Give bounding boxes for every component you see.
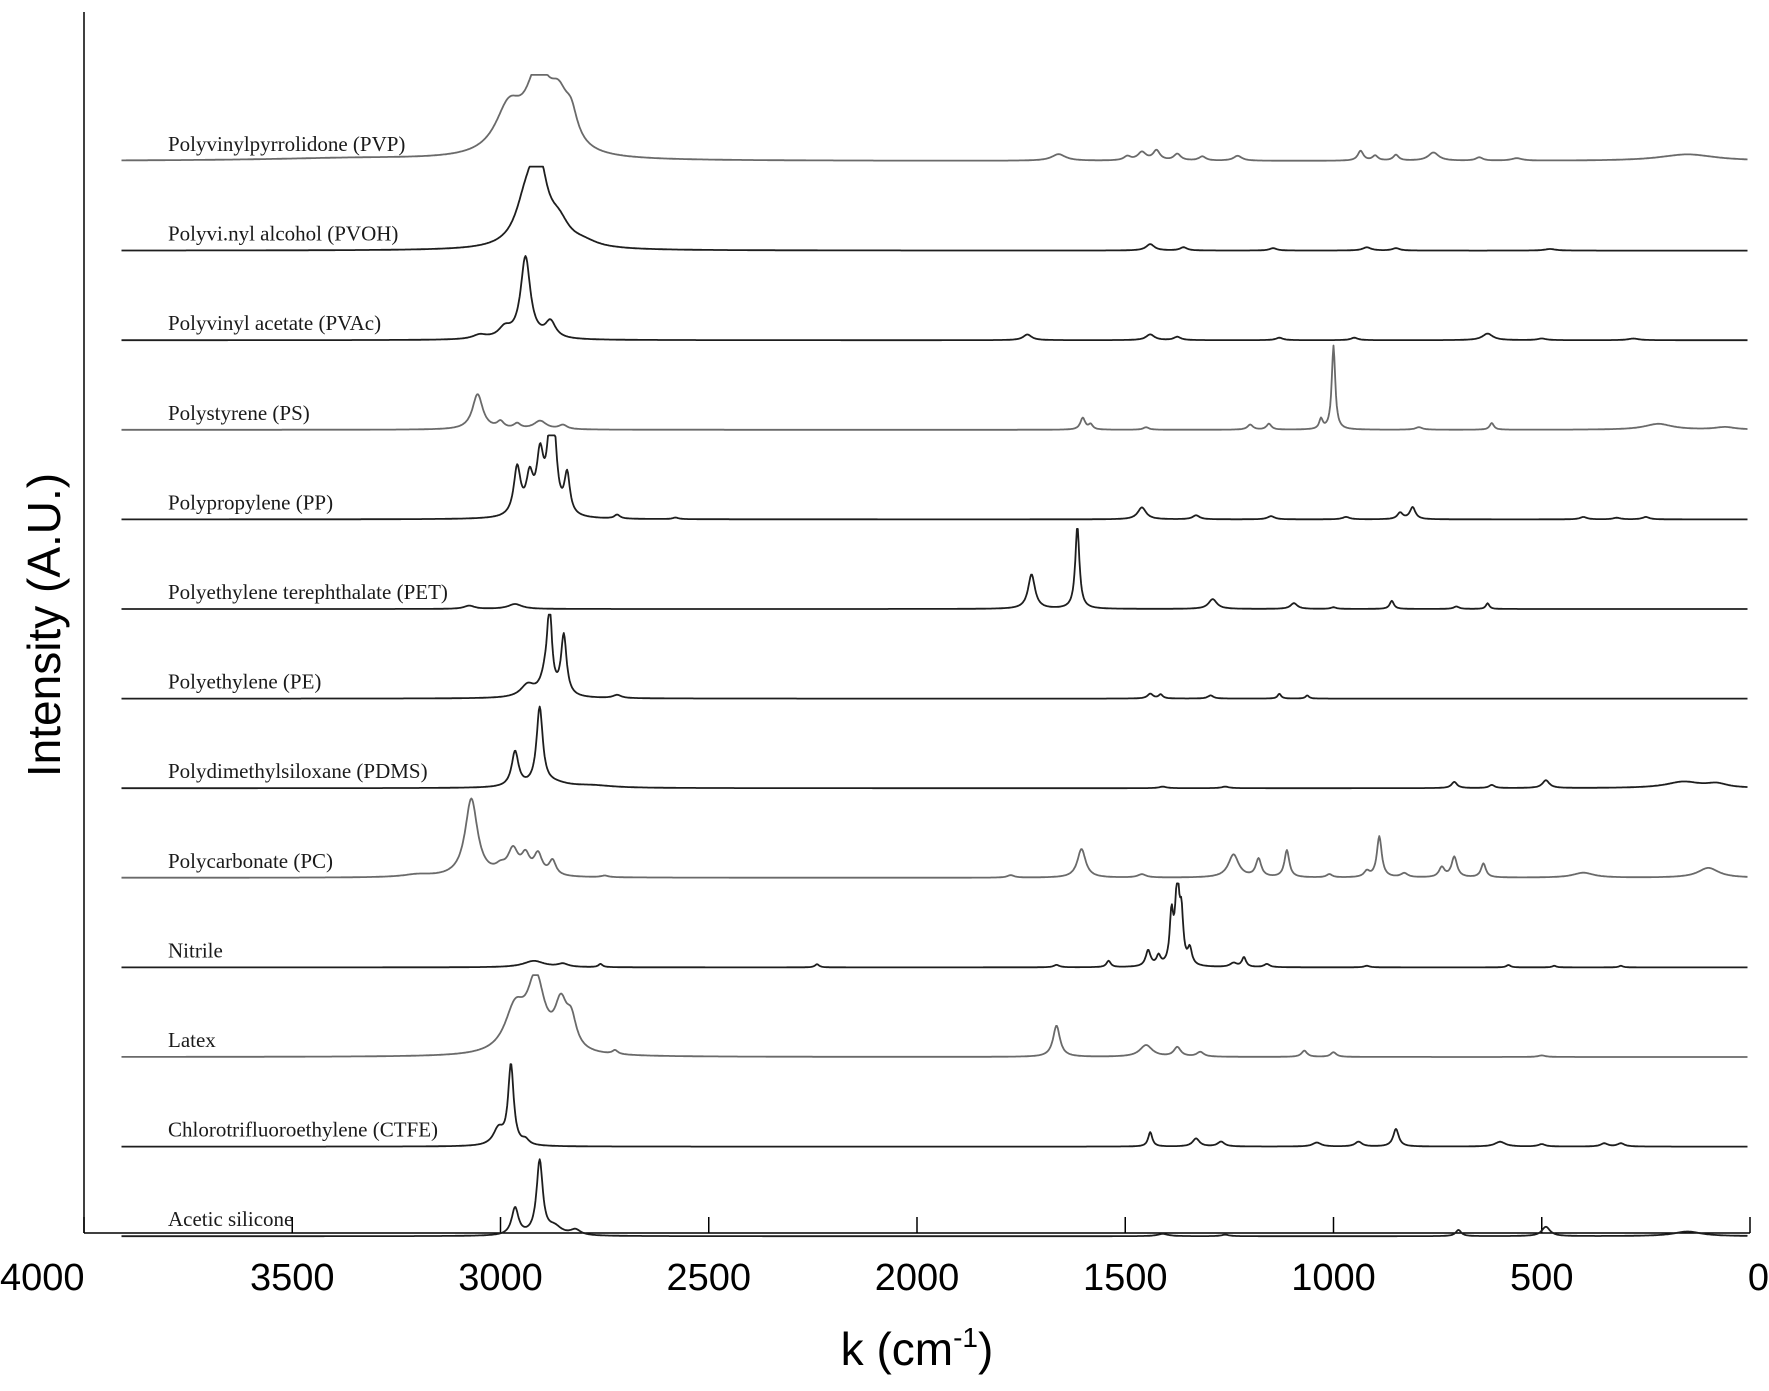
spectrum-line (121, 1158, 1748, 1238)
spectrum-line (121, 974, 1748, 1058)
spectrum-line (121, 705, 1748, 790)
series-label: Acetic silicone (168, 1207, 293, 1231)
series-label: Polyethylene (PE) (168, 670, 321, 694)
x-tick-label: 1000 (1291, 1257, 1376, 1299)
spectrum-line (121, 797, 1748, 879)
series-label: Polycarbonate (PC) (168, 849, 333, 873)
spectrum-line (121, 344, 1748, 431)
series-label: Polyvi.nyl alcohol (PVOH) (168, 222, 398, 246)
spectrum-line (121, 882, 1748, 969)
series-label: Polyvinyl acetate (PVAc) (168, 311, 381, 335)
x-axis-title-base: k (cm (841, 1323, 953, 1375)
series-label: Chlorotrifluoroethylene (CTFE) (168, 1118, 438, 1142)
spectrum-line (121, 74, 1748, 162)
x-axis-title: k (cm-1) (841, 1322, 994, 1375)
spectrum-line (121, 613, 1748, 700)
x-axis-title-close: ) (978, 1323, 993, 1375)
x-tick-label: 3500 (250, 1257, 335, 1299)
axes (83, 12, 1750, 1234)
x-tick-label: 2500 (666, 1257, 751, 1299)
series-label: Polystyrene (PS) (168, 401, 310, 425)
x-axis-title-exponent: -1 (953, 1322, 978, 1353)
x-tick-label: 3000 (458, 1257, 543, 1299)
series-label: Polypropylene (PP) (168, 490, 333, 514)
spectrum-line (121, 434, 1748, 521)
spectrum-line (121, 165, 1748, 252)
spectra-series: Polyvinylpyrrolidone (PVP) Polyvi.nyl alc… (121, 74, 1748, 1238)
x-tick-label: 1500 (1083, 1257, 1168, 1299)
x-tick-label: 2000 (875, 1257, 960, 1299)
series-label: Polyvinylpyrrolidone (PVP) (168, 132, 405, 156)
spectrum-line (121, 1063, 1748, 1148)
series-label: Polydimethylsiloxane (PDMS) (168, 759, 428, 783)
y-axis-title: Intensity (A.U.) (18, 473, 70, 777)
x-tick-label: 500 (1510, 1257, 1573, 1299)
x-tick-label: 4000 (0, 1257, 85, 1299)
series-label: Latex (168, 1028, 216, 1052)
x-ticks: 4000 3500 3000 2500 2000 1500 1000 500 0 (0, 1217, 1769, 1299)
series-label: Polyethylene terephthalate (PET) (168, 580, 448, 604)
spectrum-line (121, 255, 1748, 342)
x-tick-label: 0 (1748, 1257, 1769, 1299)
spectrum-line (121, 528, 1748, 610)
series-label: Nitrile (168, 938, 223, 962)
